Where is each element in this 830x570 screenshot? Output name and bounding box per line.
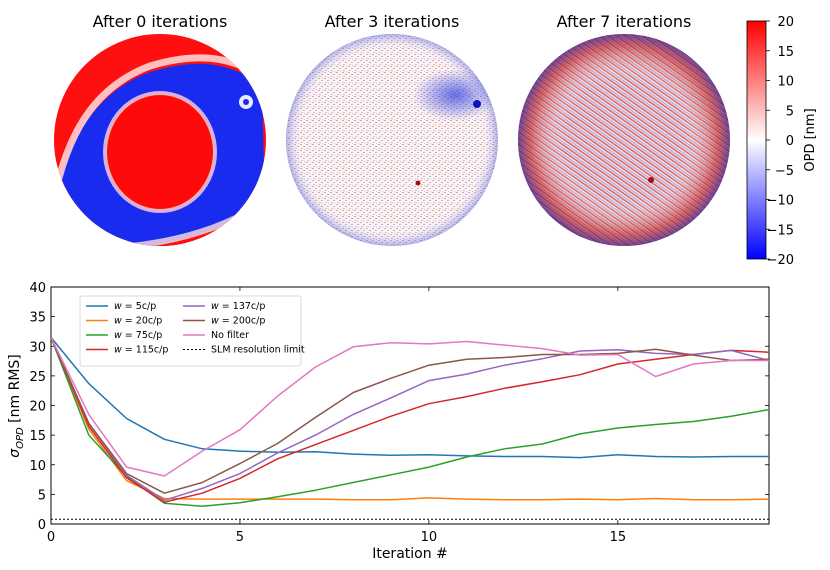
legend-label-var: w bbox=[114, 316, 122, 327]
colorbar-tick-label: −15 bbox=[767, 223, 794, 238]
colorbar: 20 15 10 5 0 −5 −10 −15 −20 OPD [nm] bbox=[746, 15, 818, 268]
legend-label: SLM resolution limit bbox=[211, 345, 305, 356]
map-title-0: After 0 iterations bbox=[93, 12, 228, 31]
series-line-4 bbox=[51, 337, 769, 502]
legend-label: w = 115c/p bbox=[114, 345, 168, 356]
colorbar-tick-label: 15 bbox=[777, 45, 794, 60]
colorbar-tick-label: 20 bbox=[777, 15, 794, 30]
legend-label-var: w bbox=[114, 345, 122, 356]
y-tick-label: 10 bbox=[29, 459, 46, 474]
x-axis-label: Iteration # bbox=[372, 546, 448, 562]
y-axis-label-unit: [nm RMS] bbox=[7, 354, 23, 427]
legend-label: No filter bbox=[211, 330, 249, 341]
series-line-5 bbox=[51, 337, 769, 494]
legend-box bbox=[79, 295, 302, 367]
colorbar-tick-label: −10 bbox=[767, 194, 794, 209]
x-tick-label: 10 bbox=[421, 530, 438, 545]
colorbar-gradient bbox=[746, 20, 767, 260]
x-tick-label: 5 bbox=[236, 530, 244, 545]
y-axis-label-sigma: σ bbox=[7, 448, 23, 458]
legend-label-text: No filter bbox=[211, 330, 249, 341]
series-line-0 bbox=[51, 336, 769, 459]
opd-map-3 bbox=[286, 34, 498, 246]
y-tick-label: 5 bbox=[38, 488, 46, 503]
y-tick-label: 20 bbox=[29, 400, 46, 415]
legend: w = 5c/pw = 20c/pw = 75c/pw = 115c/pw = … bbox=[79, 295, 305, 367]
y-axis-label: σOPD [nm RMS] bbox=[7, 354, 26, 458]
x-tick-label: 0 bbox=[47, 530, 55, 545]
series-line-6 bbox=[51, 337, 769, 477]
legend-label-text: = 75c/p bbox=[122, 330, 163, 341]
colorbar-tick-label: −20 bbox=[767, 253, 794, 268]
legend-label-text: = 137c/p bbox=[219, 301, 266, 312]
legend-label: w = 75c/p bbox=[114, 330, 162, 341]
y-tick-label: 30 bbox=[29, 340, 46, 355]
legend-label-text: = 200c/p bbox=[219, 316, 266, 327]
y-tick-label: 35 bbox=[29, 311, 46, 326]
opd-map-7 bbox=[518, 34, 730, 246]
y-tick-label: 40 bbox=[29, 281, 46, 296]
y-tick-label: 25 bbox=[29, 370, 46, 385]
legend-label-text: = 115c/p bbox=[122, 345, 169, 356]
legend-label-var: w bbox=[211, 316, 219, 327]
legend-label: w = 5c/p bbox=[114, 301, 156, 312]
y-axis-label-subscript: OPD bbox=[15, 427, 26, 449]
legend-label: w = 20c/p bbox=[114, 316, 162, 327]
y-tick-label: 0 bbox=[38, 518, 46, 533]
legend-label: w = 200c/p bbox=[211, 316, 265, 327]
legend-label-var: w bbox=[211, 301, 219, 312]
x-tick-label: 15 bbox=[610, 530, 627, 545]
legend-label-text: = 20c/p bbox=[122, 316, 163, 327]
colorbar-tick-label: 10 bbox=[777, 75, 794, 90]
series-line-2 bbox=[51, 337, 769, 507]
legend-label-text: SLM resolution limit bbox=[211, 345, 305, 356]
colorbar-tick-label: −5 bbox=[775, 164, 794, 179]
map-title-3: After 3 iterations bbox=[325, 12, 460, 31]
colorbar-label: OPD [nm] bbox=[803, 108, 818, 171]
legend-label-text: = 5c/p bbox=[122, 301, 157, 312]
colorbar-tick-label: 5 bbox=[786, 104, 794, 119]
line-chart: 0 5 10 15 20 25 30 35 40 0 5 10 15 Iteration # σOPD … bbox=[7, 281, 770, 562]
legend-label: w = 137c/p bbox=[211, 301, 265, 312]
map-title-7: After 7 iterations bbox=[557, 12, 692, 31]
legend-label-var: w bbox=[114, 330, 122, 341]
colorbar-tick-label: 0 bbox=[786, 134, 794, 149]
legend-label-var: w bbox=[114, 301, 122, 312]
series-line-3 bbox=[51, 337, 769, 503]
y-tick-label: 15 bbox=[29, 429, 46, 444]
opd-map-0 bbox=[54, 34, 266, 246]
